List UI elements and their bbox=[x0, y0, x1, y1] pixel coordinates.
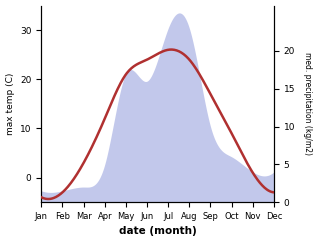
Y-axis label: max temp (C): max temp (C) bbox=[5, 73, 15, 135]
Y-axis label: med. precipitation (kg/m2): med. precipitation (kg/m2) bbox=[303, 52, 313, 155]
X-axis label: date (month): date (month) bbox=[119, 227, 197, 236]
